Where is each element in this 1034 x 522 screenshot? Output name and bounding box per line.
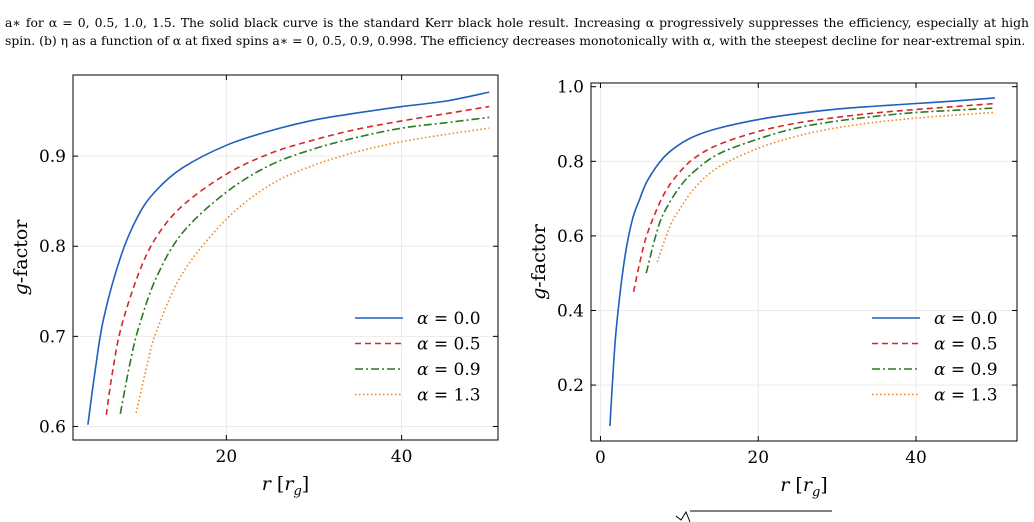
y-tick-label: 0.9 — [39, 147, 66, 167]
x-tick-label: 20 — [216, 447, 238, 467]
series-line-3 — [656, 111, 995, 263]
y-tick-label: 0.6 — [557, 227, 584, 247]
y-tick-label: 0.7 — [39, 327, 66, 347]
x-tick-label: 40 — [905, 448, 927, 468]
x-axis-label: r [rg] — [262, 473, 309, 499]
x-tick-label: 0 — [595, 448, 606, 468]
y-tick-label: 0.4 — [557, 301, 584, 321]
caption-text: a∗ for α = 0, 0.5, 1.0, 1.5. The solid b… — [5, 14, 1029, 49]
right-chart-panel: 0 20 40 0.2 0.4 0.6 0.8 1.0 r [rg] g-factor α = 0.… — [528, 78, 1018, 500]
series-line-2 — [645, 107, 995, 274]
legend-label-3: α = 1.3 — [934, 386, 998, 406]
series-line-1 — [105, 105, 490, 415]
y-tick-label: 1.0 — [557, 78, 584, 98]
legend-label-3: α = 1.3 — [417, 386, 481, 406]
series-line-0 — [87, 91, 490, 425]
legend-label-1: α = 0.5 — [417, 335, 481, 355]
y-tick-label: 0.2 — [557, 376, 584, 396]
series-line-3 — [135, 127, 490, 414]
series-line-2 — [119, 116, 490, 415]
plot-frame — [590, 82, 1018, 442]
y-tick-label: 0.6 — [39, 417, 66, 437]
figure-caption: a∗ for α = 0, 0.5, 1.0, 1.5. The solid b… — [5, 0, 1029, 69]
y-tick-label: 0.8 — [557, 152, 584, 172]
legend-label-0: α = 0.0 — [417, 309, 481, 329]
legend-label-0: α = 0.0 — [934, 309, 998, 329]
y-tick-label: 0.8 — [39, 237, 66, 257]
legend-label-1: α = 0.5 — [934, 335, 998, 355]
series-line-1 — [632, 102, 995, 292]
x-tick-label: 40 — [391, 447, 413, 467]
left-chart-panel: 20 40 0.6 0.7 0.8 0.9 r [rg] g-factor α = 0.0 α =… — [10, 74, 499, 499]
series-line-0 — [609, 97, 995, 427]
x-tick-label: 20 — [747, 448, 769, 468]
cropped-formula-fragment — [675, 510, 832, 522]
legend-label-2: α = 0.9 — [417, 360, 481, 380]
y-axis-label: g-factor — [528, 223, 550, 300]
y-axis-label: g-factor — [10, 219, 32, 296]
legend-label-2: α = 0.9 — [934, 360, 998, 380]
x-axis-label: r [rg] — [780, 474, 827, 500]
plot-frame — [72, 74, 499, 441]
